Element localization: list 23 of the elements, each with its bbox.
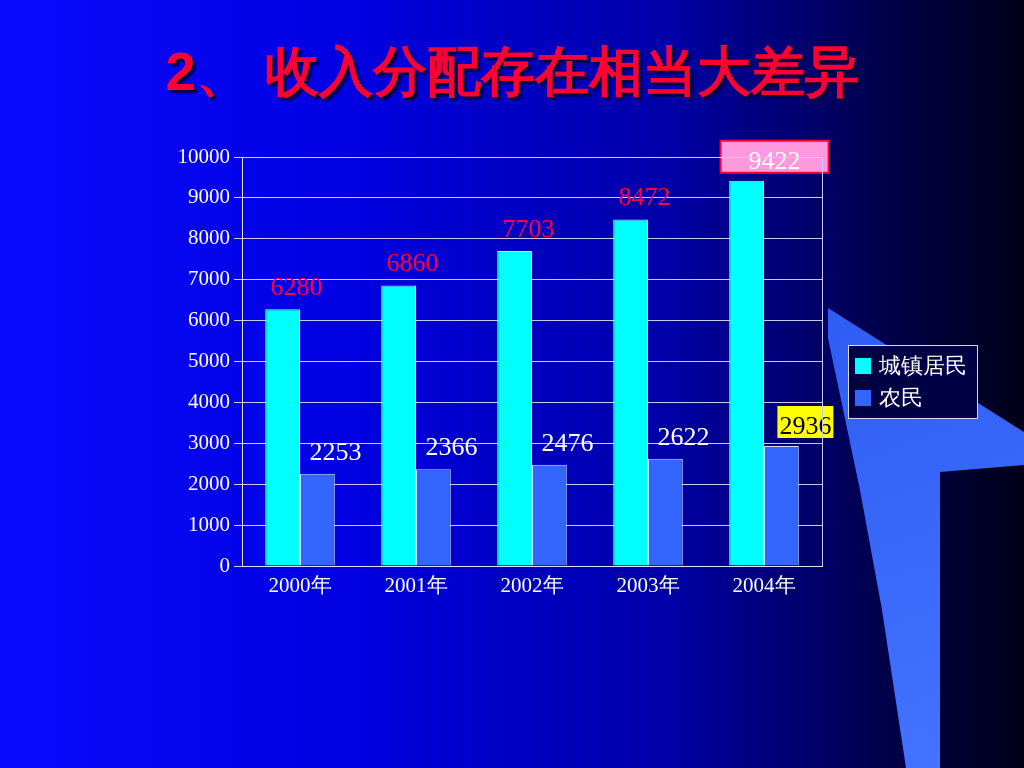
- y-tick-label: 6000: [188, 307, 230, 332]
- legend-label: 农民: [879, 384, 923, 412]
- y-tick-label: 8000: [188, 225, 230, 250]
- x-tick-label: 2002年: [500, 573, 564, 598]
- x-tick-label: 2003年: [616, 573, 680, 598]
- y-tick-label: 3000: [188, 429, 230, 454]
- data-label: 2253: [309, 436, 362, 466]
- y-tick-label: 9000: [188, 184, 230, 209]
- y-tick-label: 10000: [177, 143, 230, 168]
- data-label: 7703: [502, 213, 555, 243]
- legend-label: 城镇居民: [879, 352, 967, 380]
- x-tick-label: 2000年: [268, 573, 332, 598]
- x-tick-label: 2004年: [732, 573, 796, 598]
- x-tick-label: 2001年: [384, 573, 448, 598]
- y-tick-label: 7000: [188, 266, 230, 291]
- y-tick-label: 2000: [188, 470, 230, 495]
- y-tick-label: 1000: [188, 511, 230, 536]
- y-tick-label: 0: [219, 552, 230, 577]
- data-label: 6860: [386, 248, 439, 278]
- y-tick-label: 5000: [188, 348, 230, 373]
- chart-title: 2、 收入分配存在相当大差异: [164, 40, 860, 103]
- data-label: 6280: [270, 272, 323, 302]
- y-tick-label: 4000: [188, 388, 230, 413]
